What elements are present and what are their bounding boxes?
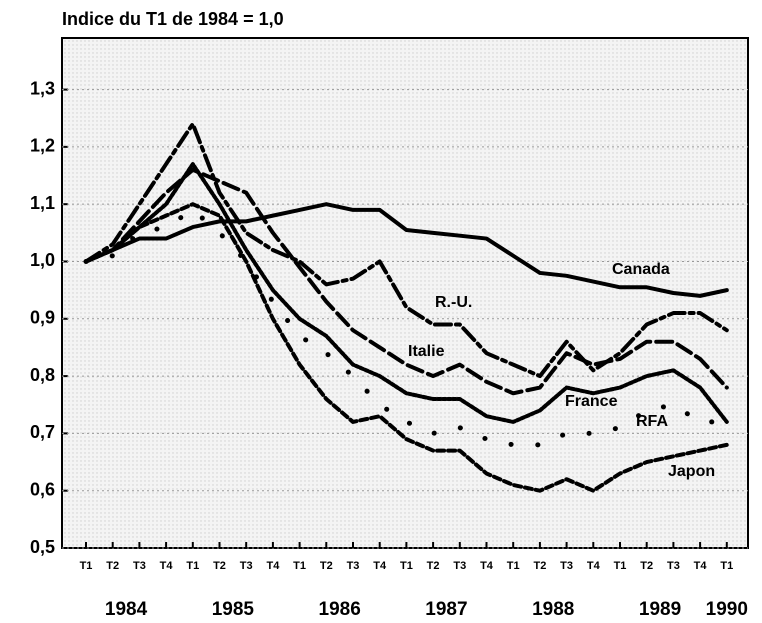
year-label: 1984 bbox=[105, 599, 148, 620]
series-line bbox=[84, 202, 729, 493]
x-tick-label: T4 bbox=[587, 560, 601, 572]
series-label: France bbox=[565, 393, 618, 410]
x-tick-label: T2 bbox=[640, 560, 653, 572]
x-tick-label: T2 bbox=[320, 560, 333, 572]
year-label: 1987 bbox=[425, 599, 467, 620]
y-tick-label: 1,0 bbox=[30, 250, 55, 270]
x-tick-label: T1 bbox=[720, 560, 733, 572]
x-tick-label: T4 bbox=[694, 560, 708, 572]
y-tick-label: 0,8 bbox=[30, 365, 55, 385]
year-label: 1989 bbox=[639, 599, 681, 620]
x-tick-label: T3 bbox=[133, 560, 146, 572]
series-label: Canada bbox=[612, 261, 670, 278]
series-label: R.-U. bbox=[435, 294, 472, 311]
plot-area bbox=[61, 37, 749, 549]
year-label: 1988 bbox=[532, 599, 574, 620]
x-tick-label: T2 bbox=[427, 560, 440, 572]
y-tick-label: 1,1 bbox=[30, 193, 55, 213]
x-tick-label: T4 bbox=[160, 560, 174, 572]
chart-title: Indice du T1 de 1984 = 1,0 bbox=[62, 9, 284, 29]
x-tick-label: T1 bbox=[80, 560, 93, 572]
x-tick-label: T1 bbox=[186, 560, 199, 572]
y-tick-label: 0,5 bbox=[30, 537, 55, 557]
y-tick-label: 1,3 bbox=[30, 78, 55, 98]
x-tick-label: T4 bbox=[373, 560, 387, 572]
y-tick-label: 1,2 bbox=[30, 136, 55, 156]
y-tick-label: 0,9 bbox=[30, 308, 55, 328]
x-tick-label: T3 bbox=[240, 560, 253, 572]
series-label: Japon bbox=[668, 463, 715, 480]
x-tick-label: T1 bbox=[507, 560, 520, 572]
series-label: Italie bbox=[408, 343, 445, 360]
x-tick-label: T4 bbox=[480, 560, 494, 572]
x-tick-label: T3 bbox=[560, 560, 573, 572]
year-label: 1990 bbox=[706, 599, 748, 620]
x-tick-label: T3 bbox=[667, 560, 680, 572]
y-tick-label: 0,6 bbox=[30, 479, 55, 499]
x-tick-label: T1 bbox=[400, 560, 413, 572]
x-tick-label: T2 bbox=[533, 560, 546, 572]
year-label: 1985 bbox=[212, 599, 255, 620]
x-tick-label: T1 bbox=[293, 560, 306, 572]
x-tick-label: T3 bbox=[347, 560, 360, 572]
y-tick-label: 0,7 bbox=[30, 422, 55, 442]
x-tick-label: T2 bbox=[213, 560, 226, 572]
x-tick-label: T4 bbox=[266, 560, 280, 572]
year-label: 1986 bbox=[319, 599, 361, 620]
series-label: RFA bbox=[636, 413, 668, 430]
series-line bbox=[84, 121, 729, 379]
x-tick-label: T3 bbox=[453, 560, 466, 572]
x-tick-label: T2 bbox=[106, 560, 119, 572]
series-line bbox=[84, 167, 729, 396]
series-line bbox=[84, 202, 729, 298]
x-tick-label: T1 bbox=[614, 560, 627, 572]
series-line bbox=[84, 162, 729, 424]
